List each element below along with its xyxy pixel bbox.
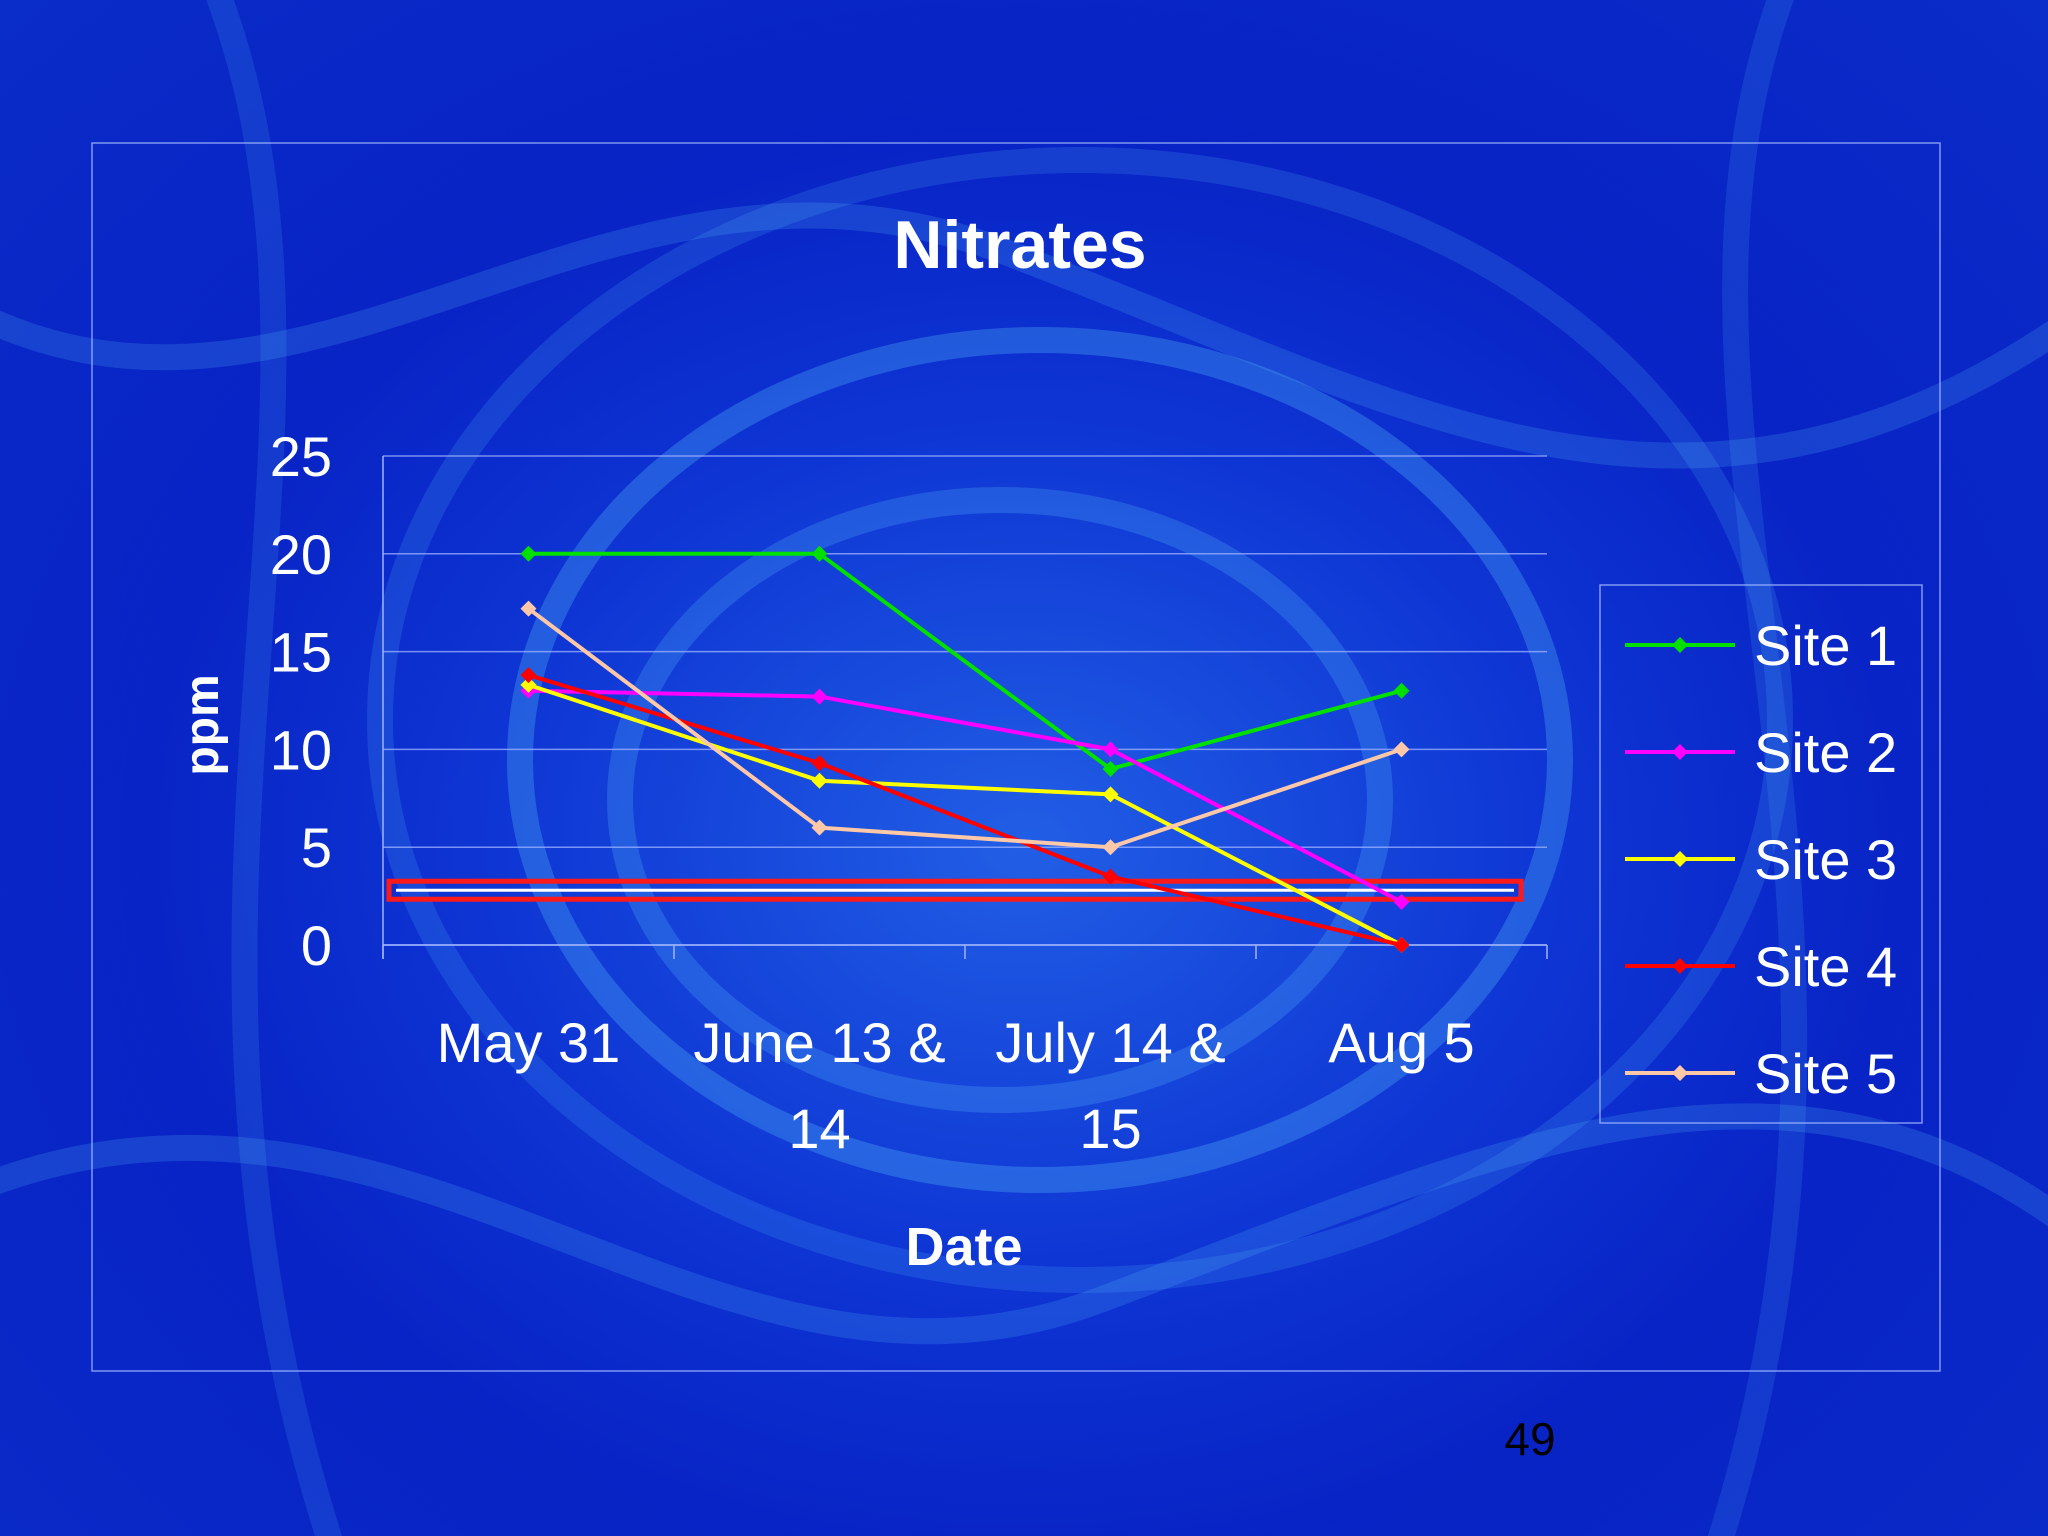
data-point <box>811 772 828 789</box>
y-tick-label: 5 <box>301 816 332 879</box>
data-point <box>1102 839 1119 856</box>
legend-item: Site 5 <box>1625 1042 1897 1105</box>
legend-item: Site 4 <box>1625 935 1897 998</box>
series-5 <box>520 600 1410 856</box>
x-tick-label: Aug 5 <box>1328 1011 1474 1074</box>
threshold-box <box>386 878 1524 902</box>
chart-title: Nitrates <box>893 207 1146 283</box>
series-line <box>528 688 1403 904</box>
data-point <box>1393 741 1410 758</box>
legend-item: Site 2 <box>1625 721 1897 784</box>
y-tick-label: 15 <box>270 621 332 684</box>
y-tick-label: 0 <box>301 914 332 977</box>
y-tick-label: 20 <box>270 523 332 586</box>
legend-marker <box>1672 637 1688 653</box>
legend-label: Site 1 <box>1754 614 1897 677</box>
legend-label: Site 5 <box>1754 1042 1897 1105</box>
data-point <box>1102 868 1119 885</box>
series-line <box>527 682 1403 947</box>
y-axis-label: ppm <box>176 674 229 775</box>
series-lines <box>520 545 1410 953</box>
page-number: 49 <box>1504 1413 1556 1465</box>
legend-marker <box>1672 744 1688 760</box>
series-3 <box>520 676 1410 953</box>
series-1 <box>520 545 1410 777</box>
data-point <box>811 819 828 836</box>
data-point <box>1393 682 1410 699</box>
y-axis-ticks: 0 5 10 15 20 25 <box>270 425 332 977</box>
data-point <box>520 545 537 562</box>
x-tick-label: July 14 & <box>995 1011 1225 1074</box>
y-tick-label: 25 <box>270 425 332 488</box>
gridlines <box>382 455 1547 959</box>
series-2 <box>520 682 1410 910</box>
data-point <box>520 676 537 693</box>
x-tick-label: May 31 <box>437 1011 621 1074</box>
series-4 <box>520 667 1410 953</box>
chart-area-border <box>91 142 1941 1372</box>
data-point <box>811 688 828 705</box>
x-tick-label: June 13 & <box>693 1011 945 1074</box>
series-line <box>527 673 1402 947</box>
series-line <box>528 551 1403 771</box>
data-point <box>1102 786 1119 803</box>
data-point <box>811 545 828 562</box>
threshold-line <box>386 878 1524 902</box>
legend-marker <box>1672 851 1688 867</box>
data-point <box>520 667 537 684</box>
x-tick-label: 15 <box>1079 1097 1141 1160</box>
data-point <box>1393 893 1410 910</box>
legend: Site 1 Site 2 Site 3 Site 4 Site 5 <box>1599 584 1923 1124</box>
legend-marker <box>1672 1065 1688 1081</box>
legend-label: Site 3 <box>1754 828 1897 891</box>
data-point <box>811 755 828 772</box>
x-axis-ticks: May 31 June 13 & 14 July 14 & 15 Aug 5 <box>382 945 1548 1160</box>
legend-label: Site 2 <box>1754 721 1897 784</box>
legend-marker <box>1672 958 1688 974</box>
legend-item: Site 1 <box>1625 614 1897 677</box>
data-point <box>1102 741 1119 758</box>
x-axis-label: Date <box>905 1217 1022 1277</box>
data-point <box>1102 760 1119 777</box>
data-point <box>1393 937 1410 953</box>
legend-box <box>1599 584 1923 1124</box>
y-tick-label: 10 <box>270 718 332 781</box>
data-point <box>520 600 537 617</box>
x-tick-label: 14 <box>788 1097 850 1160</box>
legend-item: Site 3 <box>1625 828 1897 891</box>
legend-label: Site 4 <box>1754 935 1897 998</box>
series-line <box>527 606 1403 850</box>
